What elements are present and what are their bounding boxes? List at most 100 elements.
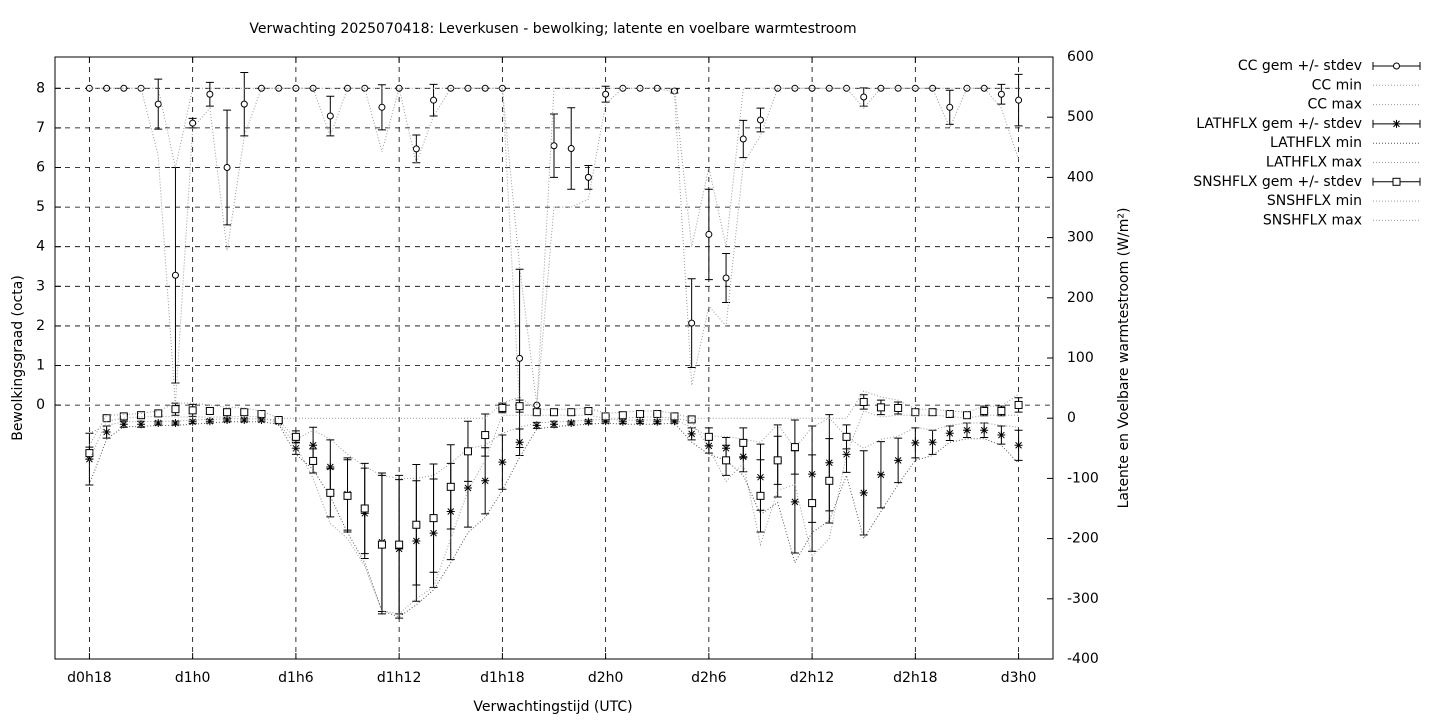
marker-circle (705, 230, 713, 238)
marker-circle (481, 84, 489, 92)
marker-circle (412, 145, 420, 153)
marker-square (154, 409, 163, 418)
marker-square (601, 412, 610, 421)
marker-asterisk (1014, 441, 1023, 450)
dotted-line (89, 417, 1019, 479)
marker-square (240, 408, 249, 417)
marker-asterisk (842, 450, 851, 459)
marker-asterisk (687, 429, 696, 438)
y-tick-label: 6 (36, 159, 45, 175)
marker-square (636, 409, 645, 418)
x-tick-label: d2h0 (588, 670, 624, 686)
marker-square (790, 443, 799, 452)
marker-square (704, 432, 713, 441)
marker-square (395, 540, 404, 549)
dotted-line (89, 87, 1019, 406)
marker-square (653, 409, 662, 418)
marker-circle (154, 100, 162, 108)
marker-asterisk (790, 497, 799, 506)
x-tick-label: d1h6 (278, 670, 314, 686)
marker-square (842, 432, 851, 441)
marker-square (360, 504, 369, 513)
y2-tick-label: -100 (1067, 470, 1099, 486)
marker-square (997, 406, 1006, 415)
marker-square (618, 411, 627, 420)
marker-circle (688, 319, 696, 327)
marker-square (722, 456, 731, 465)
marker-circle (997, 90, 1005, 98)
marker-square (859, 397, 868, 406)
x-axis-title: Verwachtingstijd (UTC) (473, 699, 632, 715)
marker-square (412, 520, 421, 529)
marker-circle (584, 173, 592, 181)
legend-label: LATHFLX max (1266, 155, 1362, 171)
y2-tick-label: -300 (1067, 591, 1099, 607)
marker-square (825, 476, 834, 485)
marker-square (223, 408, 232, 417)
marker-asterisk (205, 417, 214, 426)
marker-square (1392, 177, 1401, 186)
marker-circle (808, 84, 816, 92)
marker-asterisk (859, 488, 868, 497)
marker-square (739, 438, 748, 447)
marker-circle (103, 84, 111, 92)
y-tick-label: 4 (36, 239, 45, 255)
marker-square (85, 449, 94, 458)
marker-asterisk (498, 458, 507, 467)
marker-square (980, 406, 989, 415)
marker-circle (171, 271, 179, 279)
marker-square (584, 406, 593, 415)
marker-circle (756, 116, 764, 124)
marker-circle (378, 103, 386, 111)
y-tick-label: 1 (36, 358, 45, 374)
marker-asterisk (962, 426, 971, 435)
marker-circle (223, 163, 231, 171)
dotted-line (88, 390, 1019, 446)
marker-circle (739, 135, 747, 143)
marker-asterisk (876, 470, 885, 479)
marker-circle (189, 119, 197, 127)
marker-square (377, 540, 386, 549)
x-tick-label: d1h0 (175, 670, 211, 686)
x-tick-label: d2h6 (691, 670, 727, 686)
marker-asterisk (618, 417, 627, 426)
marker-square (670, 412, 679, 421)
marker-square (119, 412, 128, 421)
marker-asterisk (601, 417, 610, 426)
marker-circle (430, 96, 438, 104)
y2-tick-label: 500 (1067, 109, 1094, 125)
x-tick-label: d2h12 (790, 670, 834, 686)
marker-circle (395, 84, 403, 92)
marker-asterisk (945, 429, 954, 438)
y-tick-label: 8 (36, 80, 45, 96)
marker-asterisk (291, 444, 300, 453)
marker-square (291, 432, 300, 441)
marker-asterisk (567, 419, 576, 428)
marker-square (481, 431, 490, 440)
marker-square (429, 514, 438, 523)
x-tick-label: d3h0 (1001, 670, 1037, 686)
marker-circle (860, 93, 868, 101)
y2-axis-title: Latente en Voelbare warmtestroom (W/m²) (1116, 208, 1132, 509)
marker-asterisk (154, 419, 163, 428)
marker-square (498, 403, 507, 412)
legend-label: CC gem +/- stdev (1238, 58, 1362, 74)
marker-circle (602, 90, 610, 98)
marker-square (326, 488, 335, 497)
marker-square (446, 482, 455, 491)
dotted-line (88, 410, 1019, 615)
legend-label: CC max (1307, 97, 1362, 113)
marker-circle (1015, 96, 1023, 104)
y2-tick-label: 400 (1067, 169, 1094, 185)
marker-asterisk (481, 476, 490, 485)
y2-tick-label: 200 (1067, 290, 1094, 306)
marker-square (567, 408, 576, 417)
dotted-line (88, 421, 1019, 618)
marker-circle (206, 90, 214, 98)
marker-square (945, 409, 954, 418)
chart-title: Verwachting 2025070418: Leverkusen - bew… (249, 21, 856, 37)
marker-asterisk (550, 420, 558, 429)
marker-square (928, 408, 937, 417)
